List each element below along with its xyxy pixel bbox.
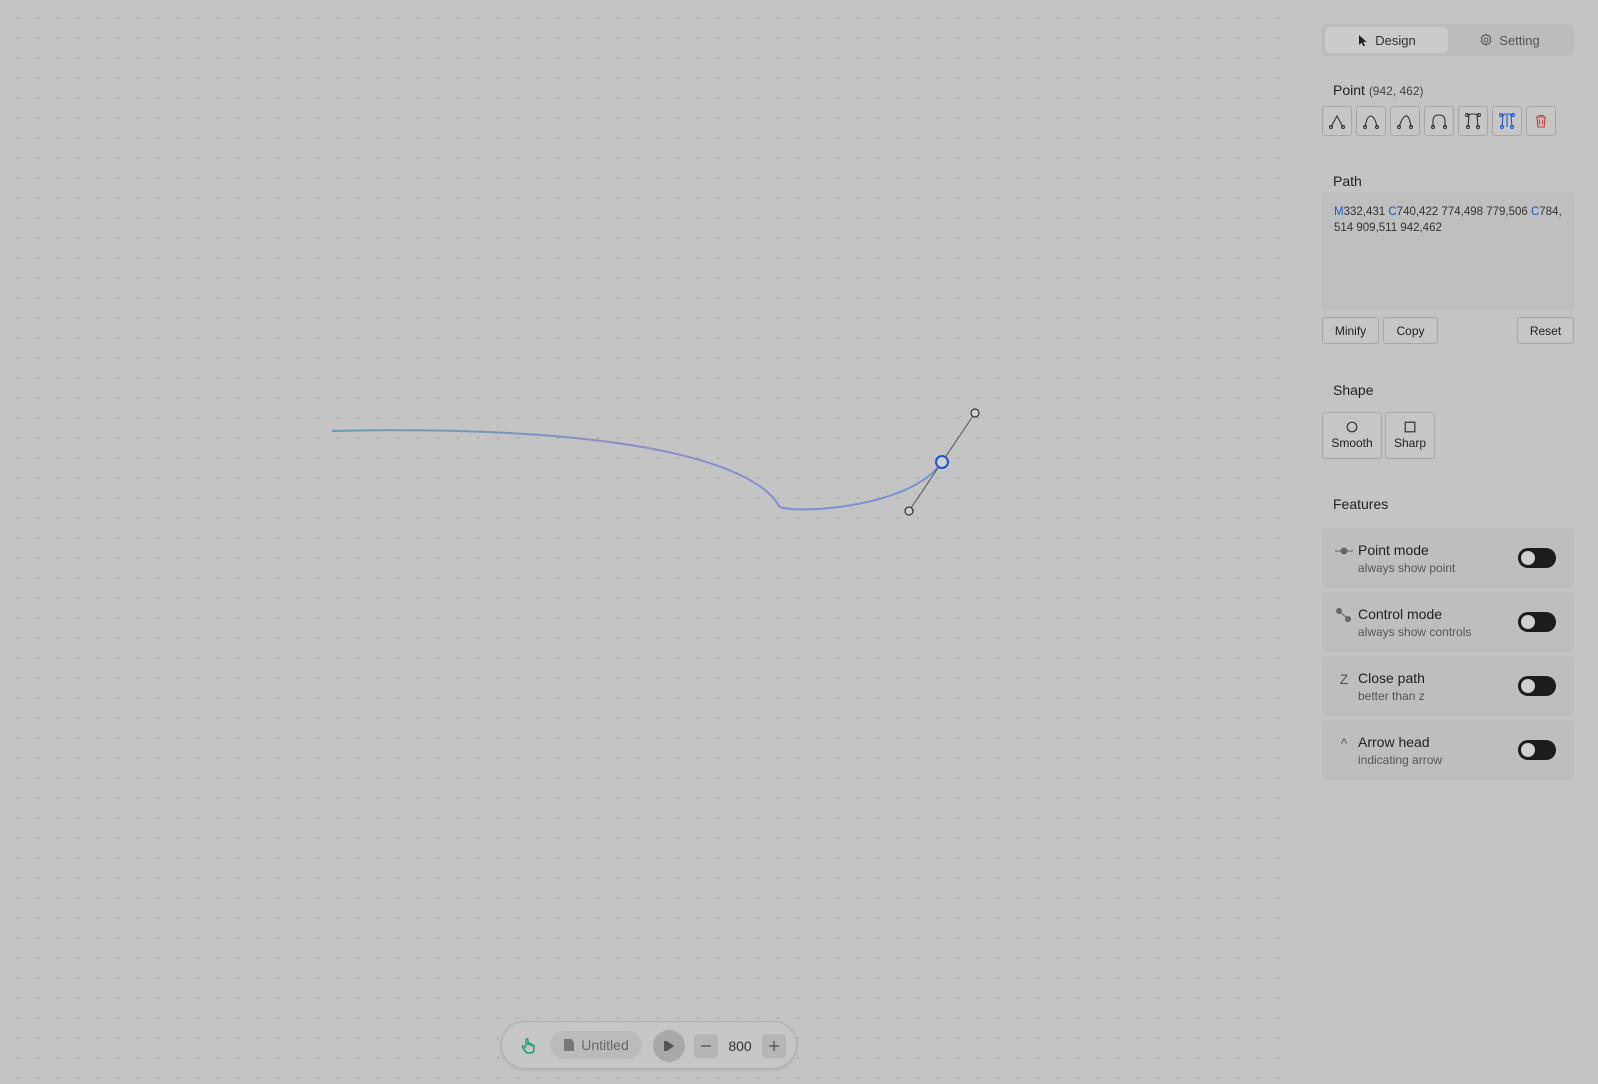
path-cmd: M	[1334, 206, 1344, 218]
link-controls-icon	[1499, 113, 1515, 129]
feature-arrow-head: ^ Arrow head indicating arrow	[1322, 720, 1574, 780]
point-coords: (942, 462)	[1368, 84, 1424, 98]
selected-anchor-point[interactable]	[935, 455, 949, 469]
properties-panel: Design Setting Point (942, 462)	[1290, 0, 1598, 1084]
toggle-knob	[1521, 615, 1535, 629]
file-name-pill[interactable]: Untitled	[550, 1031, 642, 1059]
controls-icon	[1465, 113, 1481, 129]
point-tool-5[interactable]	[1458, 106, 1488, 136]
feature-title: Control mode	[1358, 606, 1443, 622]
point-section-title: Point (942, 462)	[1333, 82, 1424, 98]
feature-close-path: Z Close path better than z	[1322, 656, 1574, 716]
path-args: 740,422 774,498 779,506	[1396, 206, 1531, 218]
feature-subtitle: better than z	[1358, 689, 1425, 703]
control-point-in[interactable]	[904, 506, 914, 516]
shape-smooth-button[interactable]: Smooth	[1322, 412, 1382, 459]
file-name: Untitled	[581, 1037, 629, 1053]
point-tool-1[interactable]	[1322, 106, 1352, 136]
shape-sharp-label: Sharp	[1393, 436, 1427, 450]
point-tool-6[interactable]	[1492, 106, 1522, 136]
minus-icon	[701, 1045, 711, 1047]
mirror-both-icon	[1397, 115, 1413, 129]
gear-icon	[1480, 33, 1492, 46]
minify-button[interactable]: Minify	[1322, 317, 1379, 344]
tab-design-label: Design	[1375, 32, 1416, 48]
zoom-level[interactable]: 800	[728, 1038, 752, 1054]
mirror-none-icon	[1329, 114, 1345, 129]
shape-smooth-label: Smooth	[1331, 436, 1373, 450]
feature-control-mode: Control mode always show controls	[1322, 592, 1574, 652]
play-icon	[664, 1041, 674, 1051]
point-tool-4[interactable]	[1424, 106, 1454, 136]
file-icon	[564, 1039, 575, 1051]
drawing-canvas[interactable]	[0, 0, 1290, 1084]
path-args: 784,514 909,511 942,462	[1334, 206, 1562, 234]
control-mode-toggle[interactable]	[1518, 612, 1556, 632]
arrow-head-icon: ^	[1340, 735, 1348, 751]
point-mode-toggle[interactable]	[1518, 548, 1556, 568]
feature-title: Close path	[1358, 670, 1425, 686]
bezier-path[interactable]	[331, 429, 943, 511]
point-tool-3[interactable]	[1390, 106, 1420, 136]
bottom-toolbar: Untitled 800	[501, 1021, 797, 1069]
path-cmd: C	[1388, 206, 1397, 218]
zoom-in-button[interactable]	[762, 1034, 786, 1058]
toggle-knob	[1521, 743, 1535, 757]
path-data-text[interactable]: M332,431 C740,422 774,498 779,506 C784,5…	[1322, 192, 1574, 311]
point-tools	[1322, 106, 1556, 136]
toggle-knob	[1521, 551, 1535, 565]
feature-subtitle: indicating arrow	[1358, 753, 1443, 767]
shape-sharp-button[interactable]: Sharp	[1385, 412, 1435, 459]
tab-setting[interactable]: Setting	[1448, 27, 1571, 53]
close-path-toggle[interactable]	[1518, 676, 1556, 696]
path-cmd: C	[1530, 206, 1540, 218]
path-section-title: Path	[1333, 173, 1362, 189]
delete-point-button[interactable]	[1526, 106, 1556, 136]
point-mode-icon	[1334, 542, 1354, 560]
control-mode-icon	[1334, 606, 1354, 624]
zoom-out-button[interactable]	[694, 1034, 718, 1058]
feature-subtitle: always show controls	[1358, 625, 1472, 639]
square-icon	[1404, 421, 1416, 433]
feature-point-mode: Point mode always show point	[1322, 528, 1574, 588]
control-point-out[interactable]	[970, 408, 980, 418]
shape-section-title: Shape	[1333, 382, 1374, 398]
circle-icon	[1346, 421, 1358, 433]
curve-icon	[1431, 114, 1447, 129]
reset-button[interactable]: Reset	[1517, 317, 1574, 344]
hand-tool-button[interactable]	[516, 1034, 540, 1058]
tab-setting-label: Setting	[1499, 32, 1540, 48]
feature-subtitle: always show point	[1358, 561, 1456, 575]
trash-icon	[1536, 114, 1546, 128]
path-args: 332,431	[1343, 206, 1389, 218]
mirror-angle-icon	[1363, 115, 1379, 129]
feature-title: Arrow head	[1358, 734, 1430, 750]
path-svg[interactable]	[0, 0, 1290, 1084]
panel-tabs: Design Setting	[1322, 24, 1574, 56]
features-section-title: Features	[1333, 496, 1389, 512]
hand-pointer-icon	[521, 1038, 535, 1054]
close-path-icon: Z	[1339, 671, 1349, 687]
point-title: Point	[1333, 82, 1365, 98]
tab-design[interactable]: Design	[1325, 27, 1448, 53]
feature-title: Point mode	[1358, 542, 1429, 558]
point-tool-2[interactable]	[1356, 106, 1386, 136]
arrow-head-toggle[interactable]	[1518, 740, 1556, 760]
toggle-knob	[1521, 679, 1535, 693]
plus-icon	[769, 1041, 779, 1051]
copy-button[interactable]: Copy	[1383, 317, 1438, 344]
cursor-icon	[1359, 34, 1367, 46]
play-button[interactable]	[653, 1030, 685, 1062]
